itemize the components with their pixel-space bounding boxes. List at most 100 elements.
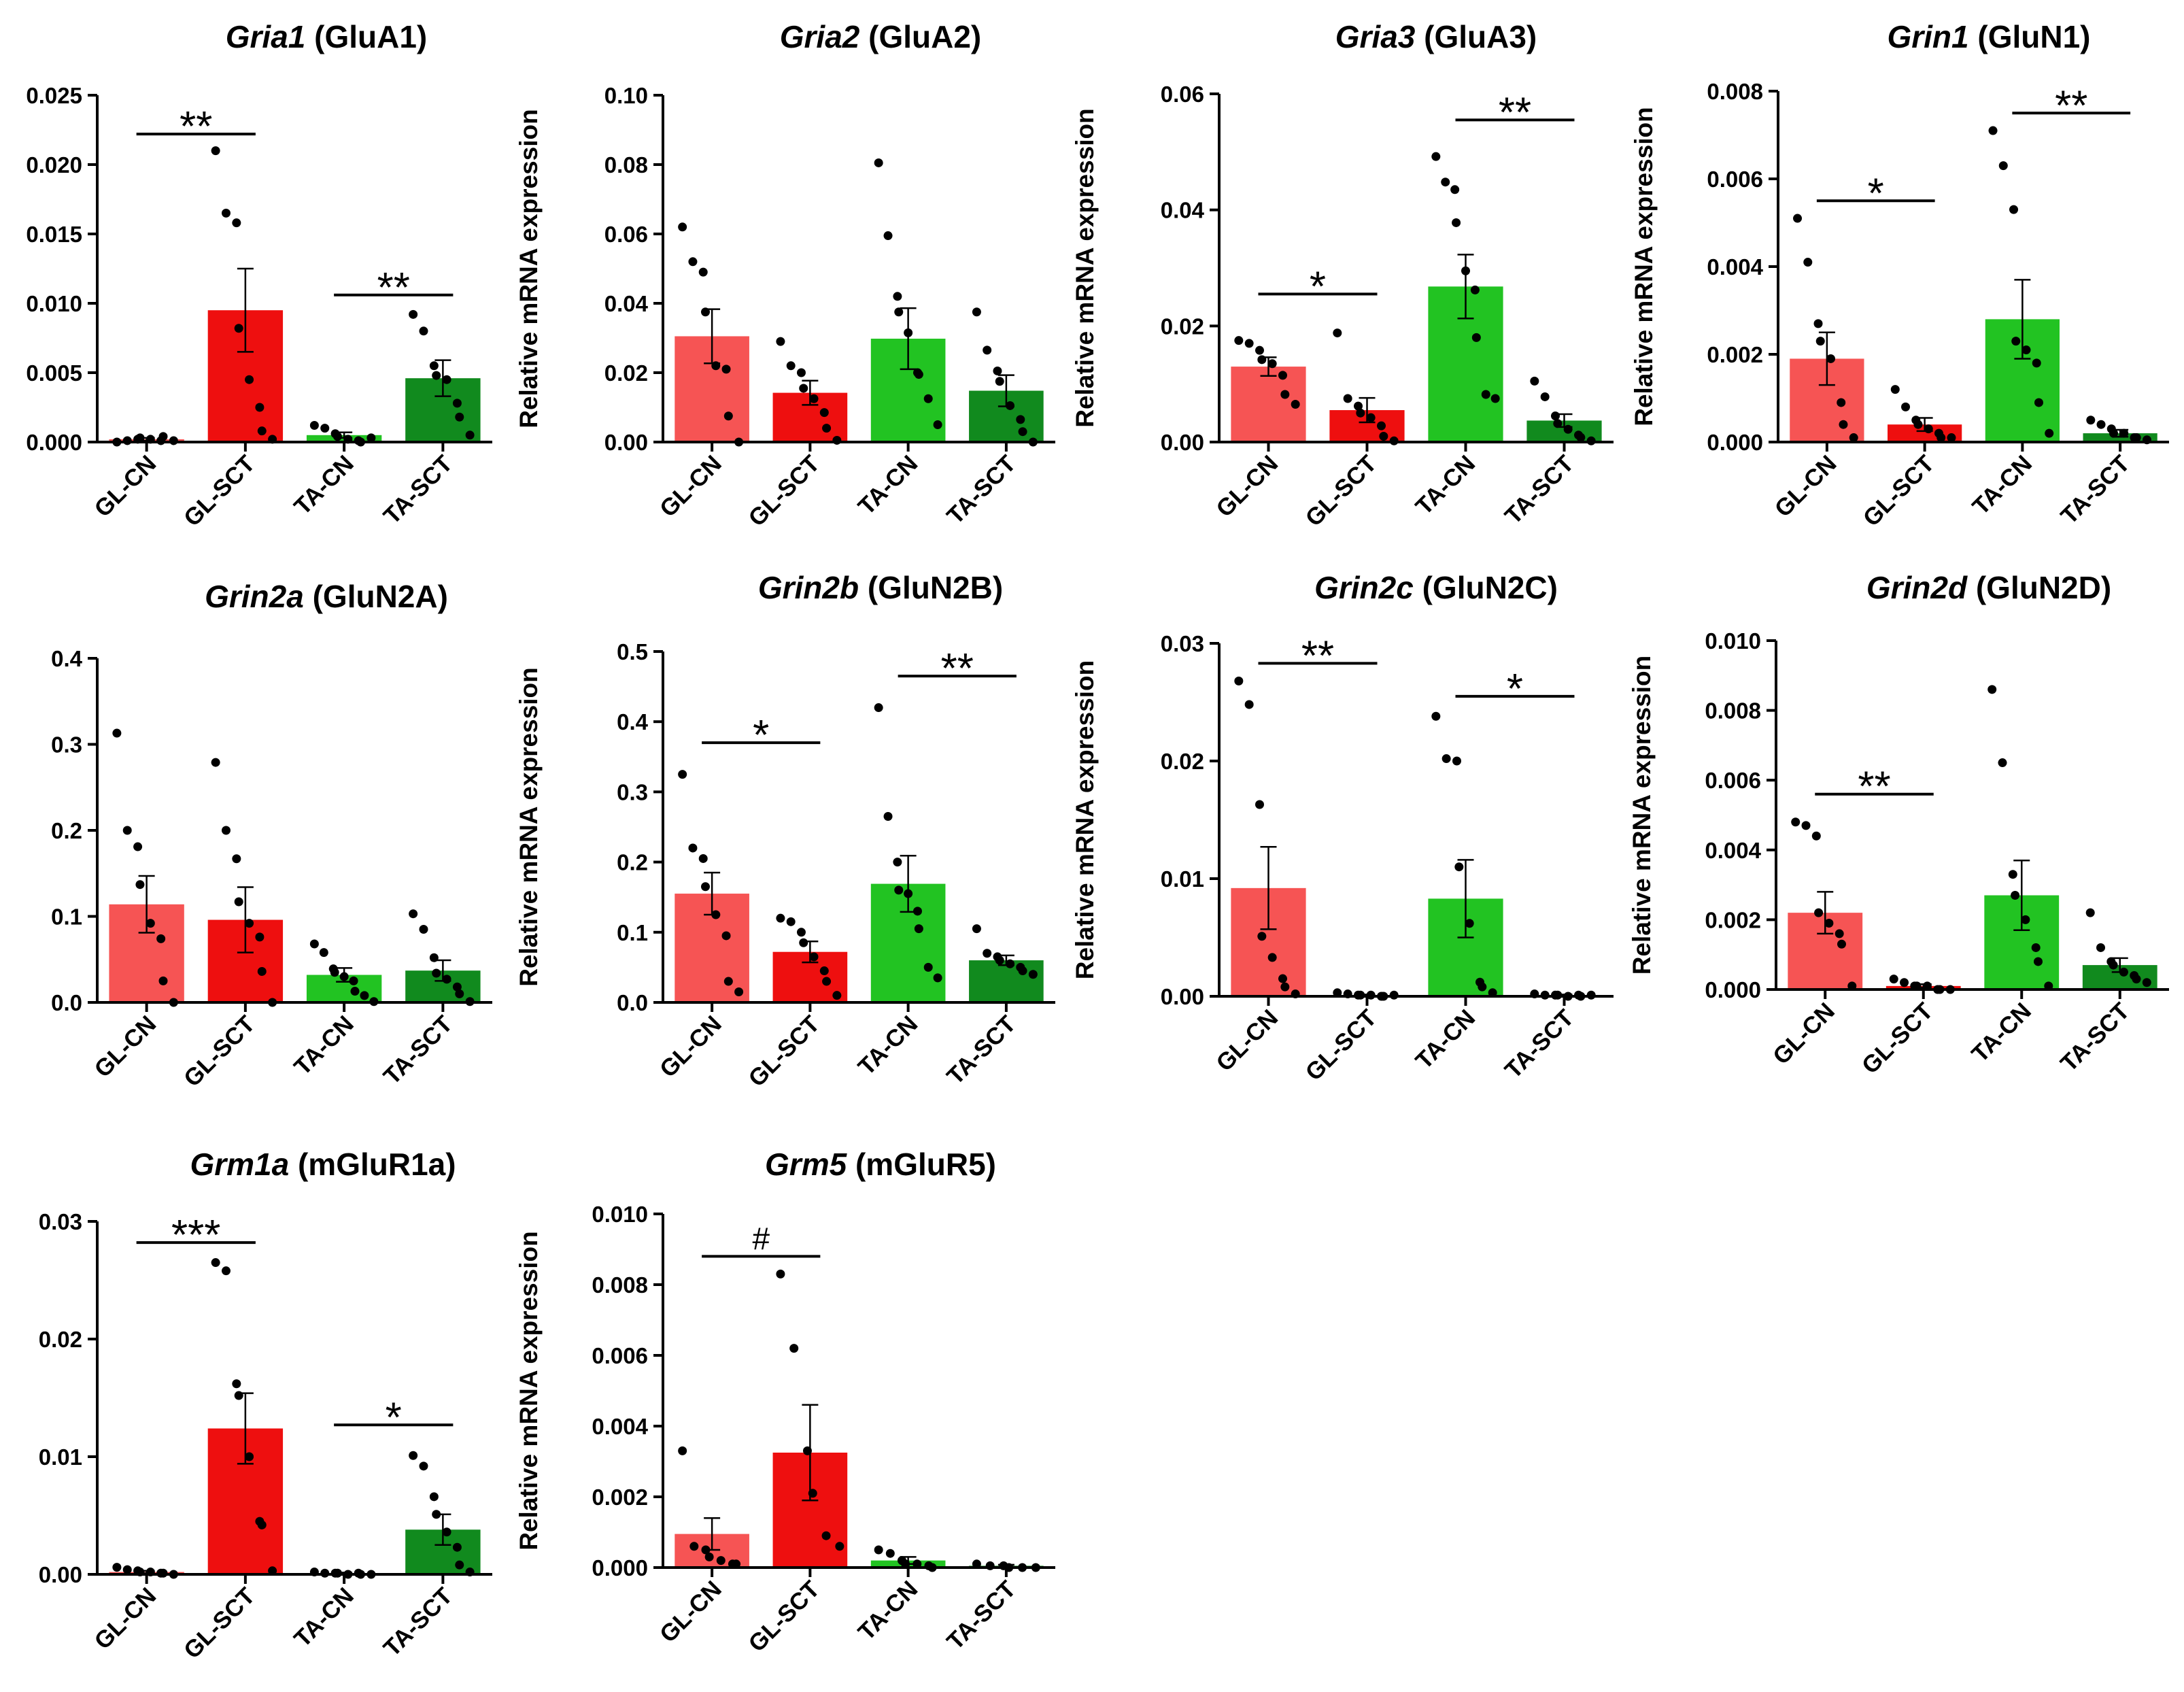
data-point	[789, 1344, 799, 1353]
data-point	[972, 924, 981, 934]
y-tick-label: 0.5	[617, 639, 648, 664]
gene-name: Gria3	[1335, 19, 1416, 54]
x-tick-label: TA-SCT	[942, 1011, 1021, 1089]
x-tick-label: GL-CN	[89, 1011, 161, 1083]
y-tick-label: 0.020	[26, 152, 82, 177]
x-tick-label: GL-SCT	[1300, 450, 1382, 532]
gene-name: Grin2c	[1314, 570, 1414, 605]
y-tick-label: 0.015	[26, 222, 82, 247]
data-point	[874, 703, 883, 713]
chart-title: Grin2d (GluN2D)	[1866, 570, 2111, 605]
data-point	[349, 976, 358, 985]
data-point	[776, 913, 785, 923]
data-point	[366, 433, 376, 443]
data-point	[700, 307, 710, 317]
data-point	[465, 430, 475, 440]
x-tick-label: TA-SCT	[942, 450, 1021, 529]
data-point	[442, 375, 451, 384]
error-bar	[900, 307, 917, 371]
y-tick-label: 0.008	[1705, 698, 1761, 724]
chart-title: Gria1 (GluA1)	[226, 19, 428, 54]
data-point	[835, 1542, 844, 1551]
y-tick-label: 0.4	[617, 709, 649, 734]
y-tick-label: 0.01	[39, 1444, 82, 1470]
data-point	[1478, 982, 1487, 992]
data-point	[711, 910, 721, 919]
data-point	[796, 368, 806, 377]
data-point	[799, 384, 808, 393]
data-point	[721, 365, 731, 374]
data-point	[700, 882, 710, 892]
data-point	[232, 1379, 241, 1389]
data-point	[1936, 433, 1946, 443]
data-point	[1267, 953, 1277, 962]
protein-name: (mGluR1a)	[289, 1147, 456, 1182]
gene-name: Gria1	[226, 19, 306, 54]
data-point	[1815, 337, 1825, 346]
data-point	[221, 208, 231, 218]
x-tick-label: GL-SCT	[1300, 1004, 1382, 1086]
y-tick-label: 0.010	[26, 291, 82, 316]
data-point	[1450, 185, 1460, 194]
data-point	[1576, 433, 1586, 442]
x-tick-label: TA-CN	[853, 1576, 923, 1646]
data-point	[234, 897, 243, 907]
data-point	[169, 436, 178, 445]
x-tick-label: GL-SCT	[743, 1576, 825, 1657]
chart-title: Grin1 (GluN1)	[1887, 19, 2090, 54]
data-point	[721, 931, 731, 941]
data-point	[1998, 758, 2007, 768]
y-tick-label: 0.0	[51, 990, 82, 1015]
chart-panel-grm5: Grm5 (mGluR5) Relative mRNA expression 0.0…	[515, 1147, 1055, 1657]
x-tick-label: TA-SCT	[1500, 450, 1579, 529]
y-tick-label: 0.02	[604, 360, 648, 386]
protein-name: (GluN2D)	[1967, 570, 2111, 605]
error-bar	[2014, 279, 2031, 360]
x-tick-label: GL-CN	[655, 1011, 727, 1083]
data-point	[1267, 359, 1277, 369]
data-point	[1471, 333, 1481, 342]
data-point	[234, 1391, 243, 1400]
data-point	[429, 1492, 439, 1502]
data-point	[1234, 676, 1244, 686]
data-point	[442, 1527, 451, 1537]
data-point	[688, 257, 698, 267]
data-point	[1028, 970, 1038, 979]
data-point	[2045, 428, 2054, 438]
x-tick-label: TA-SCT	[2055, 450, 2134, 529]
data-point	[704, 1552, 714, 1561]
data-point	[211, 146, 220, 156]
gene-name: Grm5	[765, 1147, 848, 1182]
y-tick-label: 0.002	[1707, 342, 1763, 367]
data-point	[822, 424, 832, 433]
y-tick-label: 0.10	[604, 83, 648, 108]
data-point	[2032, 358, 2041, 368]
data-point	[2132, 433, 2141, 443]
data-point	[255, 403, 265, 412]
data-point	[1835, 929, 1844, 938]
y-tick-label: 0.0	[617, 990, 648, 1015]
x-tick-label: TA-SCT	[1500, 1004, 1579, 1083]
data-point	[232, 854, 241, 864]
error-bar	[237, 267, 254, 353]
significance-label: ***	[171, 1212, 220, 1259]
y-tick-label: 0.06	[604, 222, 648, 247]
error-bar	[1457, 254, 1474, 320]
data-point	[122, 436, 132, 445]
data-point	[1947, 433, 1956, 443]
data-point	[234, 324, 243, 333]
gene-name: Grin2b	[758, 570, 859, 605]
y-tick-label: 0.01	[1161, 866, 1204, 892]
data-point	[232, 218, 241, 228]
x-tick-label: TA-CN	[1410, 1004, 1480, 1075]
data-point	[419, 326, 428, 336]
data-point	[2132, 975, 2141, 984]
y-axis-label: Relative mRNA expression	[1630, 107, 1658, 426]
data-point	[156, 934, 166, 943]
data-point	[1278, 974, 1288, 983]
data-point	[309, 939, 319, 949]
data-point	[1913, 420, 1923, 429]
x-tick-label: TA-SCT	[379, 450, 458, 529]
data-point	[330, 968, 339, 977]
x-tick-label: TA-CN	[1966, 998, 2036, 1068]
